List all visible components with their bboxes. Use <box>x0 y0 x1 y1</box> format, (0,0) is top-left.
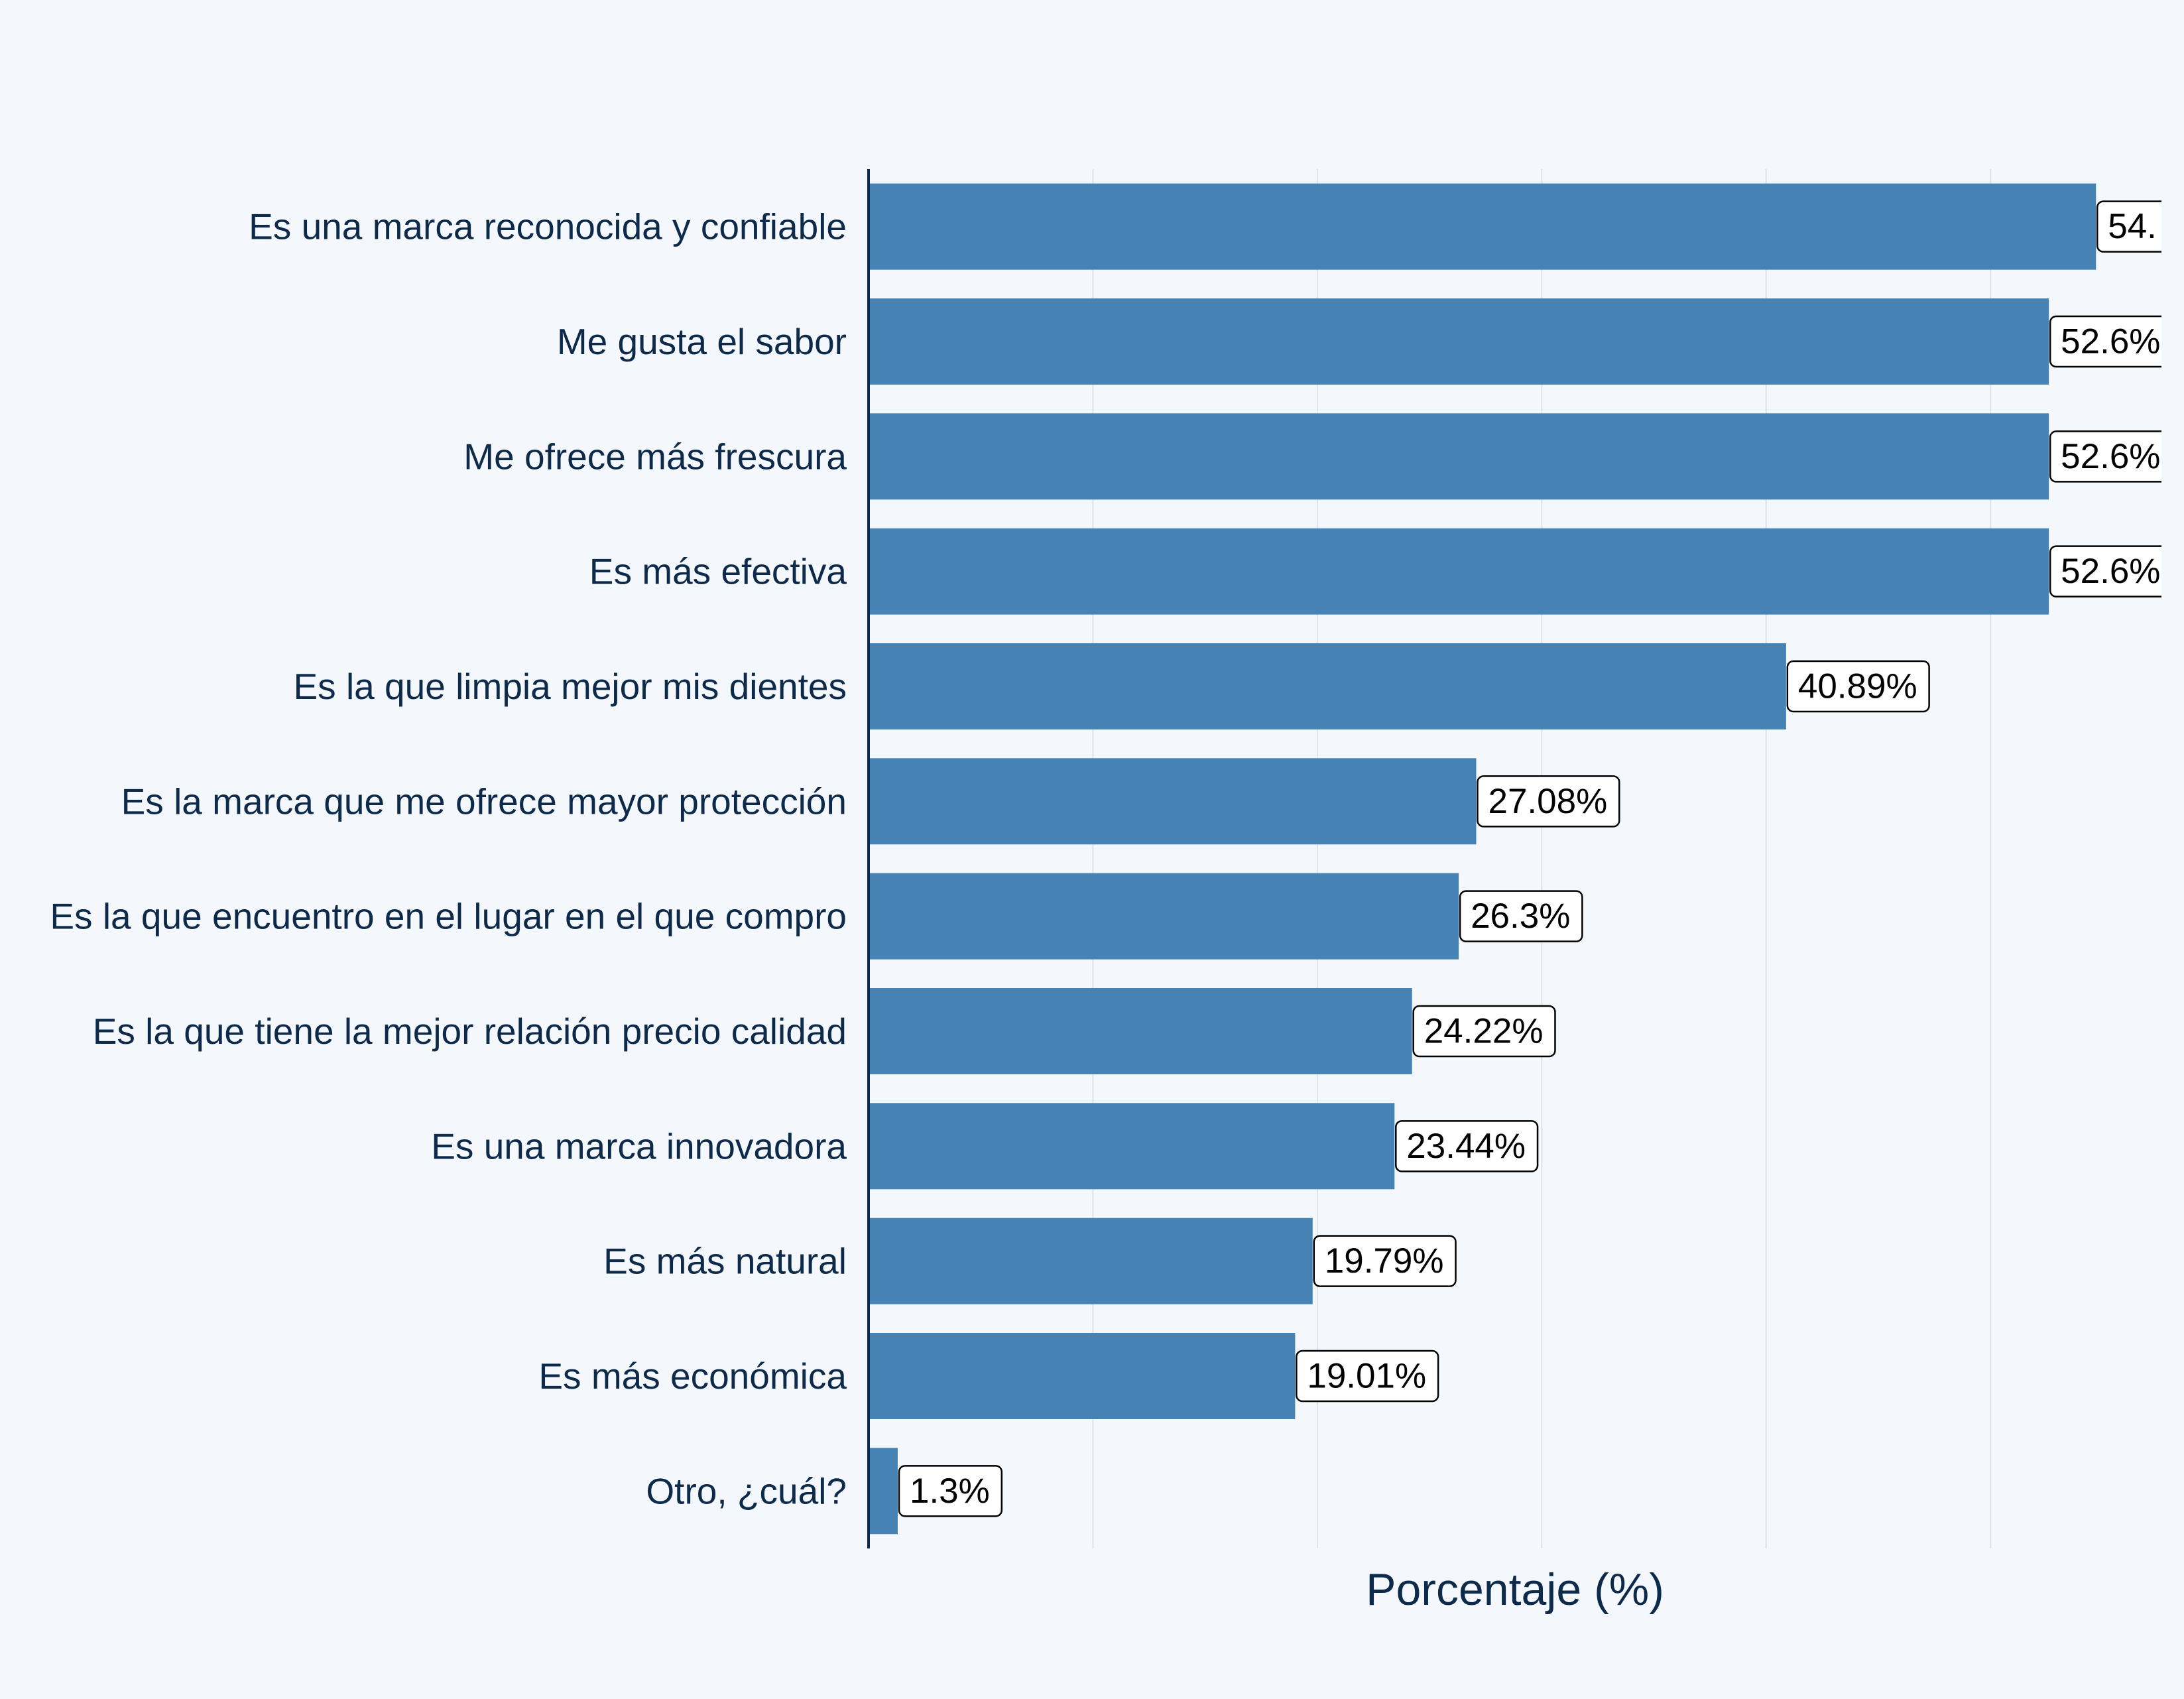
value-label-box-5 <box>1786 660 1930 713</box>
category-label-10: Es más natural <box>603 1241 847 1282</box>
category-label-6: Es la marca que me ofrece mayor protecci… <box>121 781 847 822</box>
value-label-text-10: 19.79% <box>1325 1241 1444 1281</box>
bar-6 <box>869 758 1477 845</box>
value-label-box-1 <box>2096 200 2161 253</box>
gridlines <box>1092 169 1992 1548</box>
value-label-1: 54. <box>2096 200 2161 253</box>
value-label-box-7 <box>1459 890 1583 942</box>
value-label-4: 52.6% <box>2049 545 2161 598</box>
value-label-9: 23.44% <box>1395 1120 1539 1172</box>
value-label-5: 40.89% <box>1786 660 1930 713</box>
value-label-text-7: 26.3% <box>1471 897 1570 936</box>
bar-9 <box>869 1103 1395 1190</box>
value-label-text-1: 54. <box>2108 207 2157 246</box>
category-label-7: Es la que encuentro en el lugar en el qu… <box>50 896 847 937</box>
value-label-box-10 <box>1313 1235 1457 1287</box>
bar-3 <box>869 413 2049 500</box>
value-label-3: 52.6% <box>2049 430 2161 483</box>
value-label-text-9: 23.44% <box>1406 1127 1526 1166</box>
bar-11 <box>869 1333 1296 1419</box>
category-label-12: Otro, ¿cuál? <box>646 1470 847 1511</box>
category-label-5: Es la que limpia mejor mis dientes <box>293 666 847 707</box>
value-label-text-12: 1.3% <box>910 1472 990 1511</box>
category-label-1: Es una marca reconocida y confiable <box>249 206 847 247</box>
value-label-10: 19.79% <box>1313 1235 1457 1287</box>
value-label-text-4: 52.6% <box>2061 552 2160 591</box>
bar-10 <box>869 1218 1313 1304</box>
value-label-box-12 <box>898 1465 1003 1517</box>
value-label-text-3: 52.6% <box>2061 437 2160 476</box>
category-label-8: Es la que tiene la mejor relación precio… <box>93 1011 847 1052</box>
category-label-2: Me gusta el sabor <box>557 321 847 362</box>
bar-1 <box>869 183 2096 270</box>
bars-group <box>869 183 2096 1535</box>
category-labels: Es una marca reconocida y confiable Me gu… <box>50 206 847 1512</box>
value-label-box-6 <box>1477 775 1620 828</box>
value-label-6: 27.08% <box>1477 775 1620 828</box>
category-label-9: Es una marca innovadora <box>431 1125 847 1166</box>
value-label-box-9 <box>1395 1120 1539 1172</box>
bar-8 <box>869 988 1412 1074</box>
value-label-text-5: 40.89% <box>1798 667 1917 706</box>
value-label-text-11: 19.01% <box>1307 1357 1426 1396</box>
value-label-12: 1.3% <box>898 1465 1003 1517</box>
value-label-box-8 <box>1412 1005 1556 1058</box>
value-label-7: 26.3% <box>1459 890 1583 942</box>
value-label-8: 24.22% <box>1412 1005 1556 1058</box>
value-labels: 54. 52.6% 52.6% 52.6% 40.89% 27.08% 26.3% 24.22… <box>898 200 2161 1517</box>
value-label-text-8: 24.22% <box>1424 1012 1544 1051</box>
value-label-2: 52.6% <box>2049 315 2161 368</box>
value-label-box-3 <box>2049 430 2161 483</box>
category-label-4: Es más efectiva <box>589 551 847 592</box>
bar-5 <box>869 643 1786 729</box>
category-label-11: Es más económica <box>538 1355 847 1397</box>
value-label-box-2 <box>2049 315 2161 368</box>
bar-12 <box>869 1448 898 1535</box>
category-label-3: Me ofrece más frescura <box>463 436 847 477</box>
bar-2 <box>869 298 2049 385</box>
value-label-11: 19.01% <box>1296 1350 1439 1403</box>
value-label-box-4 <box>2049 545 2161 598</box>
value-label-text-2: 52.6% <box>2061 322 2160 361</box>
bar-7 <box>869 873 1459 960</box>
bar-4 <box>869 528 2049 615</box>
value-label-text-6: 27.08% <box>1488 782 1607 821</box>
value-label-box-11 <box>1296 1350 1439 1403</box>
x-axis-title: Porcentaje (%) <box>1366 1564 1664 1615</box>
